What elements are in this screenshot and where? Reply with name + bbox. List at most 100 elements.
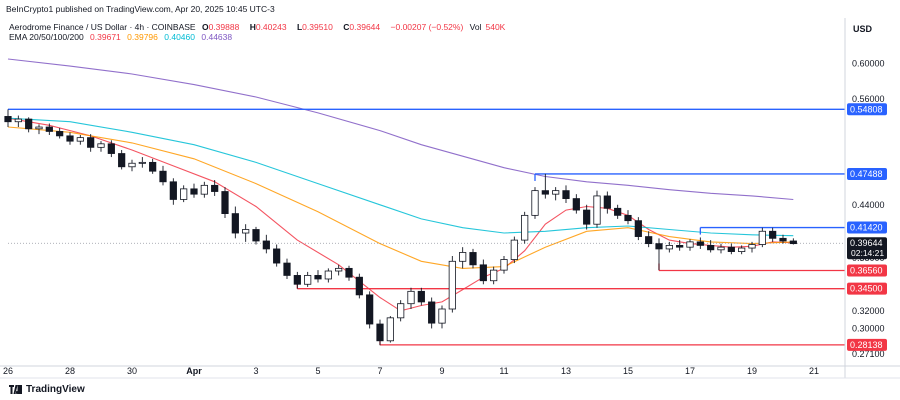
- currency-label[interactable]: USD: [853, 24, 873, 34]
- candle: [521, 211, 529, 244]
- candle: [469, 248, 477, 269]
- candle-body-up: [335, 267, 343, 272]
- candle: [45, 123, 53, 135]
- candle: [366, 291, 374, 329]
- ohlc-low: L0.39510: [296, 22, 333, 32]
- ema-label: EMA 20/50/100/200: [9, 32, 84, 42]
- candle: [614, 204, 622, 219]
- ohlc-close: C0.39644: [343, 22, 381, 32]
- candle: [314, 270, 322, 283]
- candle-body-up: [758, 230, 766, 245]
- candle: [490, 266, 498, 285]
- candle: [128, 159, 136, 172]
- candle-body-up: [459, 252, 467, 262]
- current-price-tag: [847, 237, 887, 260]
- candle: [707, 240, 715, 253]
- resistance-price-tag-label: 0.41420: [850, 223, 883, 233]
- ema20-line: [7, 117, 794, 312]
- candle: [686, 239, 694, 251]
- y-tick-label: 0.60000: [852, 58, 885, 68]
- tradingview-brand[interactable]: TradingView: [9, 384, 85, 395]
- candle-body-down: [66, 135, 74, 142]
- candle: [304, 271, 312, 287]
- candle: [789, 238, 797, 245]
- candle-body-down: [479, 264, 487, 282]
- x-tick-label: 19: [747, 366, 757, 376]
- candle: [407, 287, 415, 309]
- ema-legend[interactable]: EMA 20/50/100/200 0.39671 0.39796 0.4046…: [9, 32, 236, 42]
- candle-body-up: [97, 143, 105, 148]
- candle: [35, 124, 43, 135]
- candle-body-down: [779, 237, 787, 242]
- candle-body-down: [107, 143, 115, 154]
- candle-body-up: [521, 214, 529, 241]
- candle: [25, 117, 33, 133]
- tradingview-logo-icon: [9, 385, 22, 394]
- x-tick-label: 11: [499, 366, 508, 376]
- y-tick-label: 0.32000: [852, 306, 885, 316]
- candle: [118, 150, 126, 170]
- candle-body-up: [490, 269, 498, 282]
- x-tick-label: 15: [623, 366, 633, 376]
- candle: [769, 227, 777, 242]
- candle-body-up: [138, 161, 146, 164]
- candle: [324, 268, 332, 283]
- candle: [583, 204, 591, 230]
- candle-body-up: [738, 247, 746, 252]
- candle-body-up: [397, 303, 405, 319]
- candle-body-down: [345, 267, 353, 278]
- candle: [169, 178, 177, 205]
- candle: [97, 141, 105, 152]
- candle-body-down: [231, 213, 239, 234]
- candle-body-up: [448, 260, 456, 310]
- resistance-price-tag-label: 0.54808: [850, 104, 883, 114]
- current-price-label: 0.39644: [850, 238, 883, 248]
- candle: [655, 238, 663, 271]
- candle-body-down: [56, 131, 64, 137]
- candle: [149, 158, 157, 174]
- candle-body-down: [25, 118, 33, 130]
- candle: [335, 264, 343, 276]
- candle-body-down: [645, 236, 653, 245]
- candle: [180, 185, 188, 203]
- ema200-value: 0.44638: [201, 32, 233, 42]
- candle: [727, 243, 735, 255]
- candle: [252, 226, 260, 245]
- candle: [397, 300, 405, 322]
- candle: [107, 140, 115, 158]
- candle: [87, 134, 95, 152]
- candle-body-down: [293, 275, 301, 285]
- candle-body-up: [407, 290, 415, 305]
- candle: [717, 243, 725, 254]
- candle-body-up: [14, 118, 22, 123]
- candle-body-down: [366, 294, 374, 325]
- candle: [231, 206, 239, 239]
- candle-body-down: [603, 195, 611, 209]
- candle-body-down: [45, 126, 53, 132]
- ohlc-change: −0.00207 (−0.52%): [390, 22, 464, 32]
- y-tick-label: 0.27100: [852, 349, 885, 359]
- price-axis[interactable]: 0.600000.560000.440000.380000.320000.300…: [847, 58, 887, 359]
- x-tick-label: 9: [439, 366, 444, 376]
- candle: [531, 187, 539, 219]
- candle-body-down: [149, 161, 157, 172]
- x-tick-label: 26: [3, 366, 13, 376]
- candle-body-up: [717, 246, 725, 251]
- candle: [428, 297, 436, 329]
- candle: [624, 210, 632, 225]
- time-axis[interactable]: 26 28 30 Apr 3 5 7 9 11 13 15 17 19 21: [3, 366, 819, 376]
- candle: [479, 259, 487, 285]
- candle: [138, 157, 146, 168]
- candle-body-up: [304, 275, 312, 285]
- candle-body-down: [428, 301, 436, 324]
- symbol-title[interactable]: Aerodrome Finance / US Dollar · 4h · COI…: [9, 22, 196, 32]
- symbol-legend: Aerodrome Finance / US Dollar · 4h · COI…: [9, 22, 513, 32]
- candle: [273, 244, 281, 267]
- ema200-line: [7, 58, 794, 201]
- candle-body-down: [273, 248, 281, 264]
- candle: [758, 227, 766, 248]
- candle-body-up: [128, 162, 136, 168]
- candle-countdown: 02:14:21: [851, 248, 884, 258]
